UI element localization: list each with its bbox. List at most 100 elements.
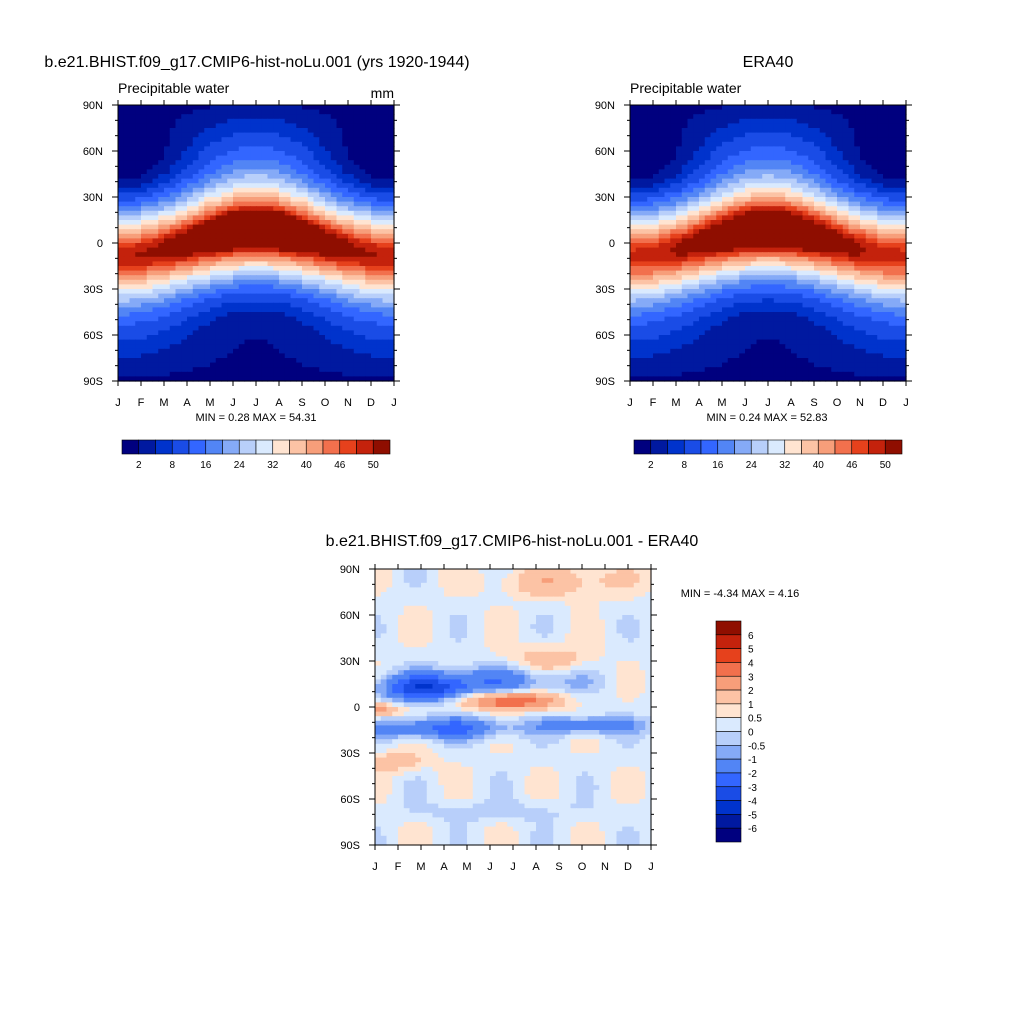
contour-cell [181,105,188,111]
contour-cell [710,164,717,170]
contour-cell [722,229,729,235]
contour-cell [175,270,182,276]
contour-cell [342,367,349,373]
contour-cell [273,160,280,166]
contour-cell [158,358,165,364]
contour-cell [814,206,821,212]
contour-cell [187,160,194,166]
contour-cell [359,128,366,134]
contour-cell [727,123,735,129]
contour-cell [802,201,809,207]
contour-cell [658,279,666,285]
contour-cell [894,210,901,216]
contour-cell [302,371,309,377]
contour-cell [796,109,804,115]
contour-cell [250,348,257,354]
contour-cell [123,284,131,290]
contour-cell [883,174,890,180]
model-contour-field [118,105,395,382]
contour-cell [307,210,315,216]
contour-cell [273,284,280,290]
contour-cell [710,201,717,207]
contour-cell [290,105,297,111]
contour-cell [888,132,896,138]
contour-cell [284,192,292,198]
contour-cell [704,155,712,161]
contour-cell [129,348,136,354]
contour-cell [814,109,821,115]
contour-cell [342,275,349,281]
contour-cell [837,238,844,244]
contour-cell [802,270,809,276]
contour-cell [141,302,148,308]
contour-cell [883,284,890,290]
contour-cell [250,371,257,377]
contour-cell [118,330,125,336]
contour-cell [865,284,873,290]
contour-cell [756,137,763,143]
contour-cell [670,252,677,258]
contour-cell [175,105,182,111]
contour-cell [670,118,677,124]
contour-cell [319,141,326,147]
contour-cell [141,238,148,244]
contour-cell [261,187,269,193]
contour-cell [842,233,850,239]
contour-cell [635,206,643,212]
contour-cell [307,160,315,166]
contour-cell [118,371,125,377]
contour-cell [900,192,907,198]
contour-cell [353,174,361,180]
contour-cell [330,128,338,134]
contour-cell [215,316,223,322]
contour-cell [635,118,643,124]
contour-cell [710,114,717,120]
contour-cell [135,109,142,115]
contour-cell [290,312,297,318]
contour-cell [296,238,303,244]
contour-cell [376,206,384,212]
contour-cell [267,220,274,226]
contour-cell [779,201,786,207]
contour-cell [814,210,821,216]
contour-cell [900,155,907,161]
contour-cell [256,183,263,189]
contour-cell [336,293,343,299]
contour-cell [210,316,217,322]
contour-cell [118,160,125,166]
y-tick-label: 30N [83,192,103,204]
contour-cell [256,206,263,212]
contour-cell [779,243,786,249]
contour-cell [825,178,832,184]
contour-cell [647,261,654,267]
contour-cell [762,238,769,244]
contour-cell [284,270,292,276]
contour-cell [802,220,809,226]
contour-cell [635,275,643,281]
contour-cell [233,220,240,226]
contour-cell [348,233,355,239]
contour-cell [267,192,274,198]
contour-cell [693,118,700,124]
contour-cell [687,164,694,170]
contour-cell [164,293,171,299]
contour-cell [814,118,821,124]
contour-cell [641,233,648,239]
contour-cell [307,132,315,138]
contour-cell [152,224,159,230]
contour-cell [388,183,395,189]
contour-cell [860,289,867,295]
contour-cell [146,284,154,290]
contour-cell [169,275,177,281]
contour-cell [894,192,901,198]
contour-cell [152,289,159,295]
contour-cell [382,174,389,180]
contour-cell [664,192,671,198]
contour-cell [348,247,355,253]
contour-cell [146,321,154,327]
contour-cell [342,187,349,193]
contour-cell [814,151,821,157]
contour-cell [227,210,234,216]
contour-cell [141,344,148,350]
contour-cell [302,353,309,359]
